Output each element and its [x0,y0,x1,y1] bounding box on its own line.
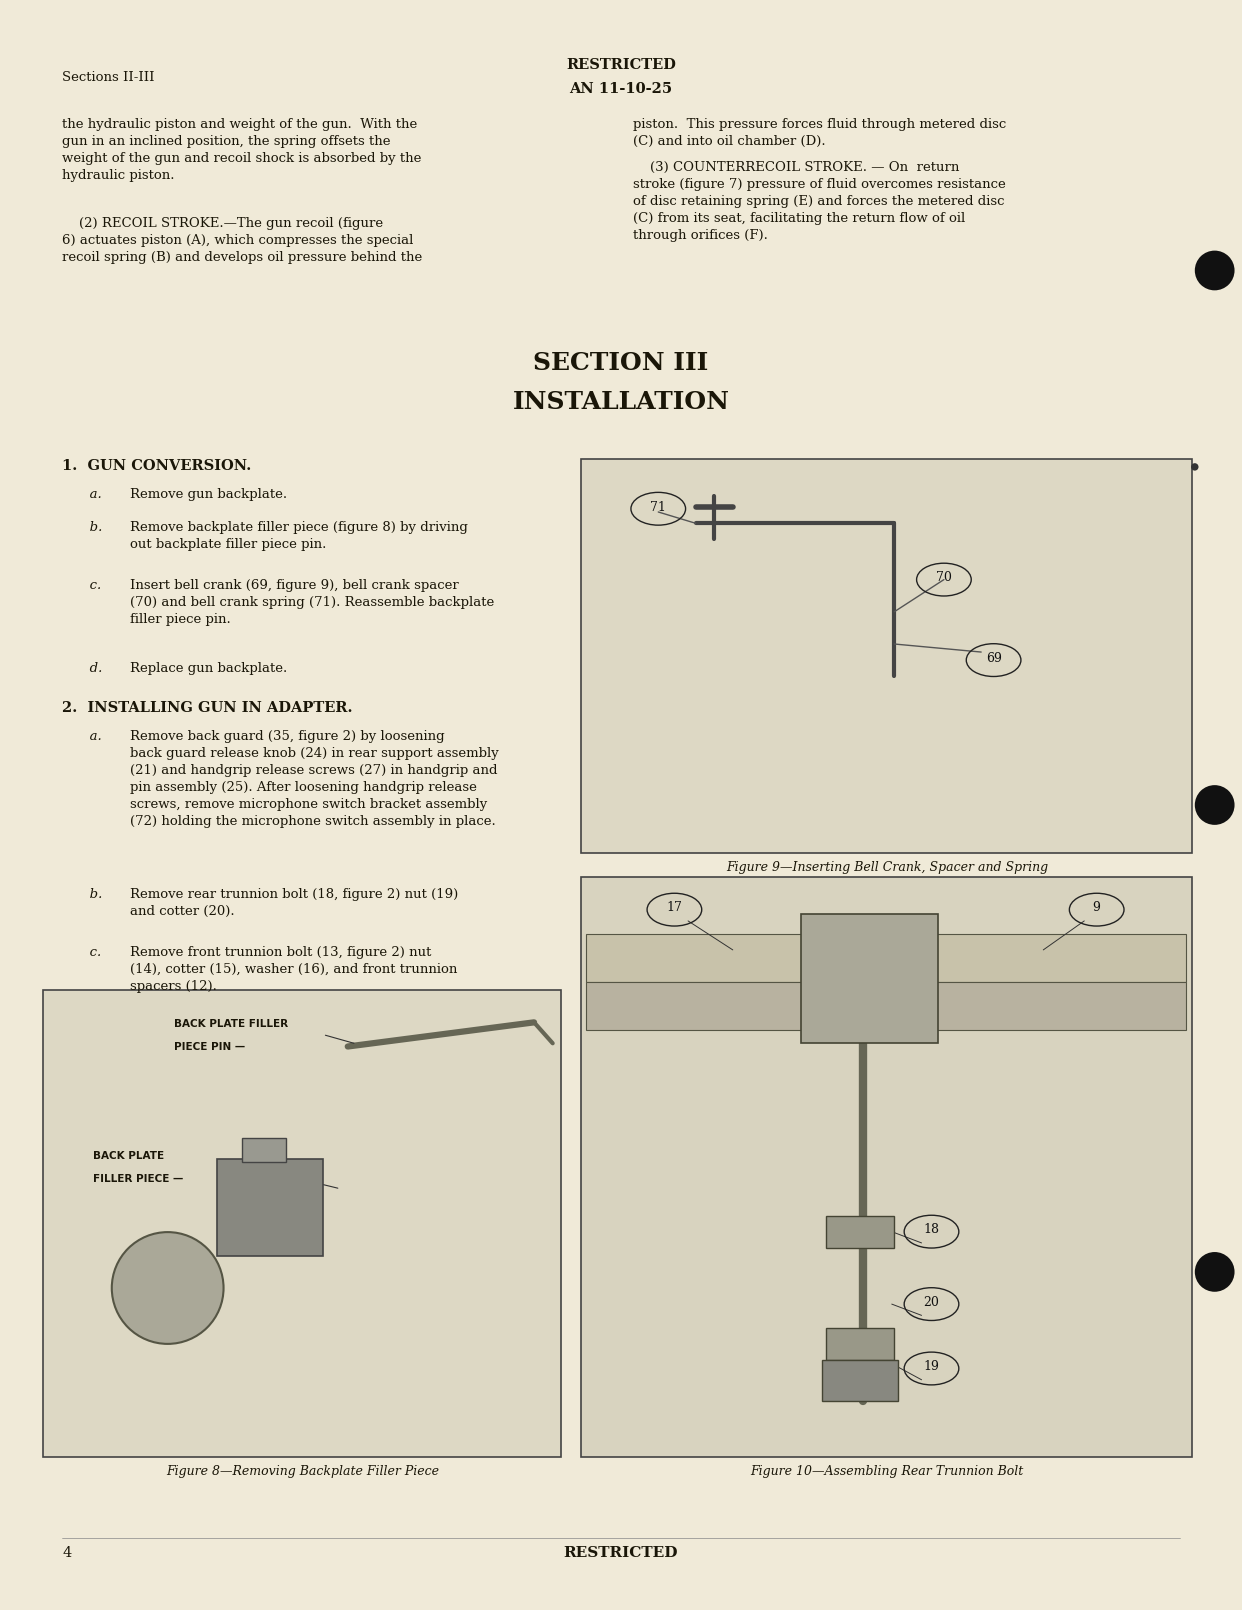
Text: Sections II-III: Sections II-III [62,71,154,84]
Bar [801,914,938,1043]
Text: 2.  INSTALLING GUN IN ADAPTER.: 2. INSTALLING GUN IN ADAPTER. [62,702,353,715]
Text: c.: c. [87,945,101,960]
Text: Remove rear trunnion bolt (18, figure 2) nut (19)
and cotter (20).: Remove rear trunnion bolt (18, figure 2)… [130,889,458,918]
Text: (2) RECOIL STROKE.—The gun recoil (figure
6) actuates piston (A), which compress: (2) RECOIL STROKE.—The gun recoil (figur… [62,217,422,264]
Text: AN 11-10-25: AN 11-10-25 [569,82,673,97]
Ellipse shape [112,1232,224,1344]
Text: RESTRICTED: RESTRICTED [566,58,676,72]
Text: 4: 4 [62,1546,71,1560]
Text: 71: 71 [651,501,666,514]
Text: 19: 19 [924,1360,939,1373]
Bar [826,1216,894,1248]
Text: 17: 17 [667,902,682,914]
Bar [581,877,1192,1457]
Ellipse shape [1195,251,1235,290]
Text: FILLER PIECE —: FILLER PIECE — [93,1174,184,1183]
Text: b.: b. [87,522,102,535]
Text: RESTRICTED: RESTRICTED [564,1546,678,1560]
Bar [586,934,1186,982]
Text: SECTION III: SECTION III [533,351,709,375]
Text: 69: 69 [986,652,1001,665]
Text: a.: a. [87,731,102,744]
Bar [242,1138,286,1162]
Ellipse shape [1195,1253,1235,1291]
Text: c.: c. [87,580,101,592]
Ellipse shape [1195,786,1235,824]
Text: INSTALLATION: INSTALLATION [513,390,729,414]
Text: BACK PLATE: BACK PLATE [93,1151,164,1161]
Text: Insert bell crank (69, figure 9), bell crank spacer
(70) and bell crank spring (: Insert bell crank (69, figure 9), bell c… [130,580,494,626]
Text: Figure 8—Removing Backplate Filler Piece: Figure 8—Removing Backplate Filler Piece [166,1465,438,1478]
Bar [826,1328,894,1360]
Text: Remove gun backplate.: Remove gun backplate. [130,488,288,501]
Text: Remove front trunnion bolt (13, figure 2) nut
(14), cotter (15), washer (16), an: Remove front trunnion bolt (13, figure 2… [130,945,458,993]
Text: Figure 10—Assembling Rear Trunnion Bolt: Figure 10—Assembling Rear Trunnion Bolt [750,1465,1023,1478]
Bar [581,459,1192,853]
Text: a.: a. [87,488,102,501]
Text: 70: 70 [936,572,951,584]
Text: PIECE PIN —: PIECE PIN — [174,1042,245,1051]
Text: b.: b. [87,889,102,902]
Text: the hydraulic piston and weight of the gun.  With the
gun in an inclined positio: the hydraulic piston and weight of the g… [62,118,421,182]
Text: (3) COUNTERRECOIL STROKE. — On  return
stroke (figure 7) pressure of fluid overc: (3) COUNTERRECOIL STROKE. — On return st… [633,161,1006,242]
Bar [217,1159,323,1256]
Text: Remove backplate filler piece (figure 8) by driving
out backplate filler piece p: Remove backplate filler piece (figure 8)… [130,522,468,551]
Text: Figure 9—Inserting Bell Crank, Spacer and Spring: Figure 9—Inserting Bell Crank, Spacer an… [725,861,1048,874]
Text: 20: 20 [924,1296,939,1309]
Bar [586,982,1186,1030]
Text: Remove back guard (35, figure 2) by loosening
back guard release knob (24) in re: Remove back guard (35, figure 2) by loos… [130,731,499,828]
Text: 1.  GUN CONVERSION.: 1. GUN CONVERSION. [62,459,251,473]
Text: 18: 18 [924,1224,939,1236]
Text: d.: d. [87,662,102,675]
Text: BACK PLATE FILLER: BACK PLATE FILLER [174,1019,288,1029]
Text: 9: 9 [1093,902,1100,914]
Bar [43,990,561,1457]
Text: piston.  This pressure forces fluid through metered disc
(C) and into oil chambe: piston. This pressure forces fluid throu… [633,118,1007,148]
Bar [822,1360,898,1401]
Ellipse shape [1191,464,1199,470]
Text: Replace gun backplate.: Replace gun backplate. [130,662,288,675]
